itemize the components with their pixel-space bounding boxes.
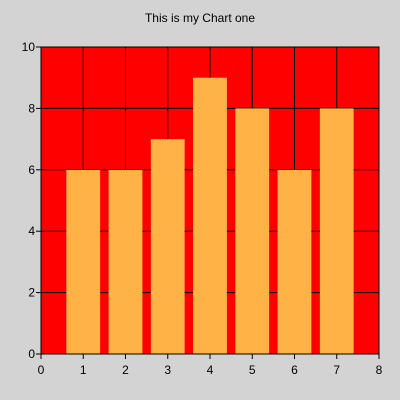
x-tick-label-2: 2 [122,363,129,377]
bar-6 [277,169,312,354]
y-tick-label-0: 0 [28,347,35,361]
x-tick-label-1: 1 [80,363,87,377]
y-tick-label-8: 8 [28,101,35,115]
y-tick-label-4: 4 [28,224,35,238]
bar-3 [150,139,185,354]
x-tick-label-7: 7 [333,363,340,377]
bar-7 [319,108,354,355]
y-tick-label-10: 10 [22,40,36,54]
x-tick-label-3: 3 [164,363,171,377]
x-tick-label-5: 5 [249,363,256,377]
bar-5 [235,108,270,355]
y-tick-label-6: 6 [28,163,35,177]
chart-title: This is my Chart one [144,11,256,25]
bar-4 [193,77,227,354]
y-tick-label-2: 2 [28,286,35,300]
x-tick-label-8: 8 [376,363,383,377]
x-tick-label-4: 4 [207,363,214,377]
bar-1 [66,169,101,354]
bar-2 [108,169,143,354]
x-tick-label-0: 0 [38,363,45,377]
x-tick-label-6: 6 [291,363,298,377]
